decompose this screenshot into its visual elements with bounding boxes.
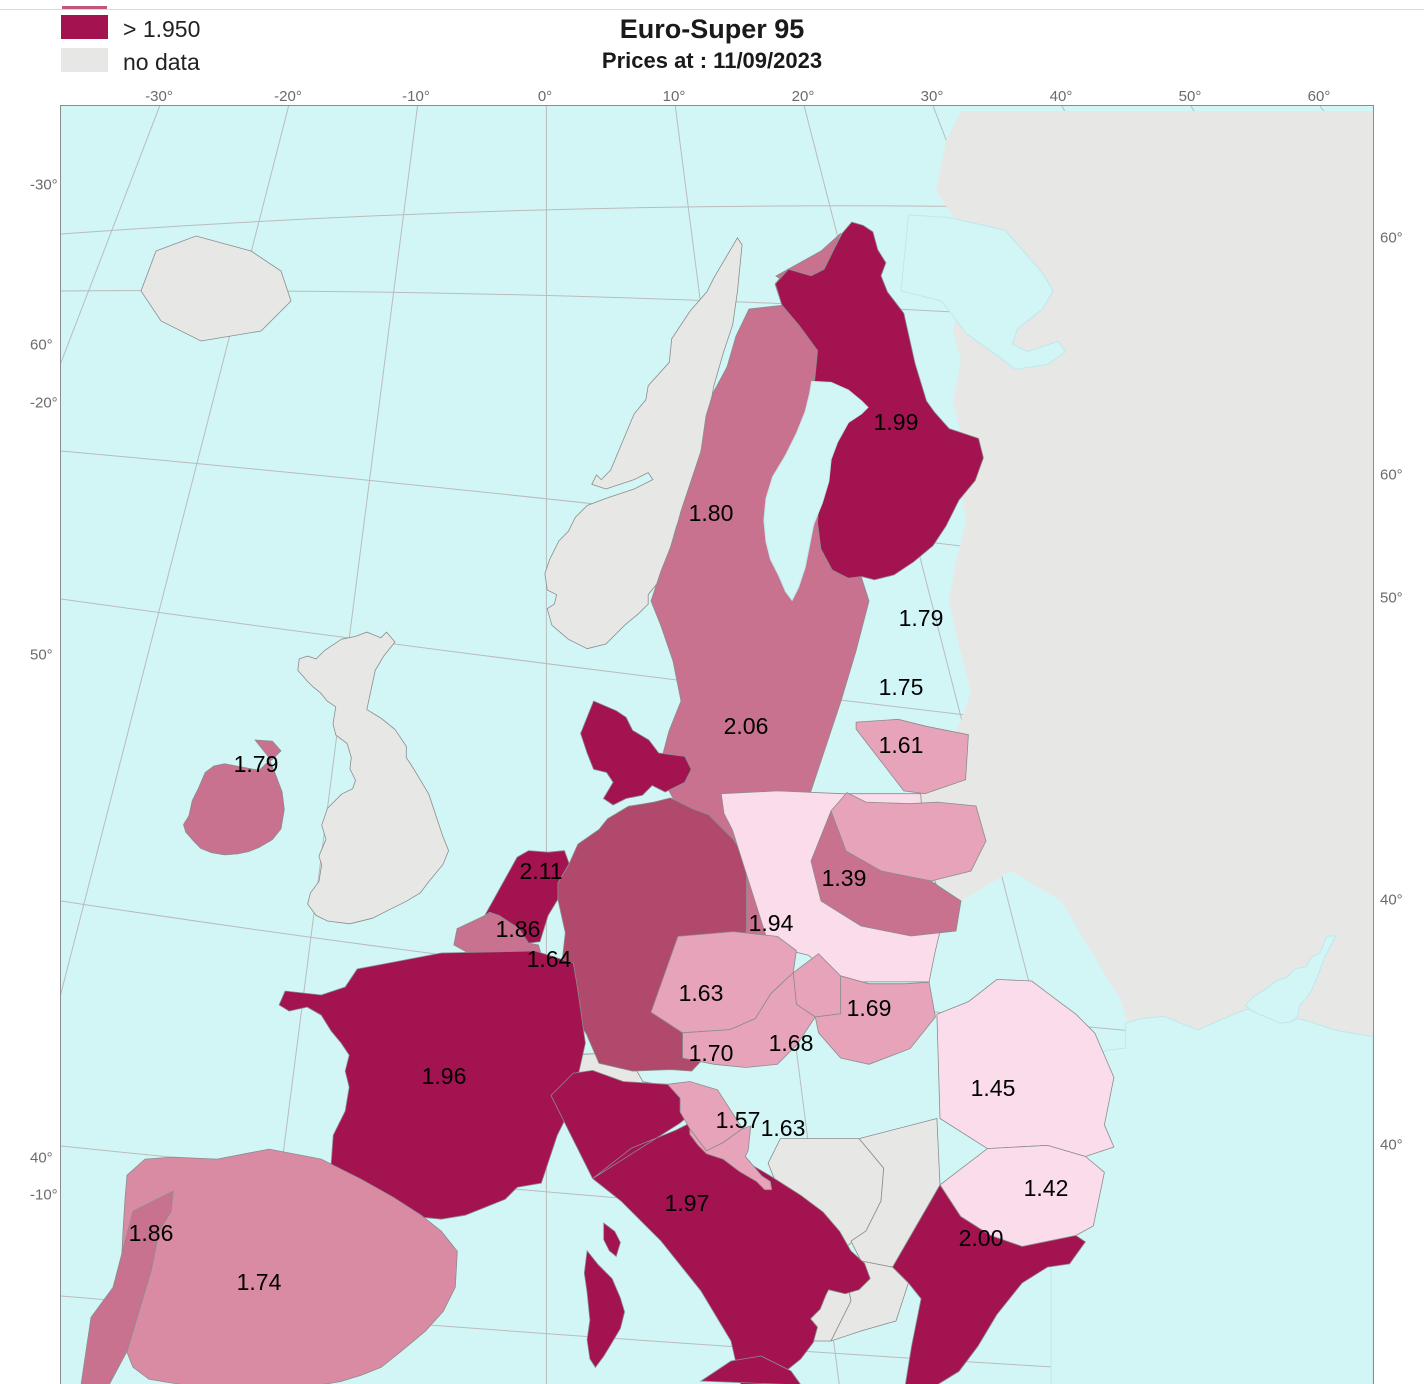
svg-text:1.99: 1.99 xyxy=(874,409,919,435)
svg-text:1.80: 1.80 xyxy=(689,500,734,526)
svg-text:1.75: 1.75 xyxy=(879,674,924,700)
svg-text:1.63: 1.63 xyxy=(761,1115,806,1141)
svg-text:1.61: 1.61 xyxy=(879,732,924,758)
svg-text:1.63: 1.63 xyxy=(679,980,724,1006)
svg-text:1.79: 1.79 xyxy=(899,605,944,631)
svg-text:1.64: 1.64 xyxy=(527,946,572,972)
svg-text:1.96: 1.96 xyxy=(422,1063,467,1089)
svg-text:2.00: 2.00 xyxy=(959,1225,1004,1251)
svg-text:1.94: 1.94 xyxy=(749,910,794,936)
svg-text:2.11: 2.11 xyxy=(519,858,562,884)
svg-text:1.69: 1.69 xyxy=(847,995,892,1021)
svg-text:1.79: 1.79 xyxy=(234,751,279,777)
svg-text:1.39: 1.39 xyxy=(822,865,867,891)
svg-text:1.68: 1.68 xyxy=(769,1030,814,1056)
svg-text:1.42: 1.42 xyxy=(1024,1175,1069,1201)
svg-text:1.57: 1.57 xyxy=(716,1107,761,1133)
svg-text:1.74: 1.74 xyxy=(237,1269,282,1295)
svg-text:1.86: 1.86 xyxy=(496,916,541,942)
svg-text:1.45: 1.45 xyxy=(971,1075,1016,1101)
svg-text:1.86: 1.86 xyxy=(129,1220,174,1246)
svg-text:2.06: 2.06 xyxy=(724,713,769,739)
svg-text:1.97: 1.97 xyxy=(665,1190,710,1216)
svg-text:1.70: 1.70 xyxy=(689,1040,734,1066)
